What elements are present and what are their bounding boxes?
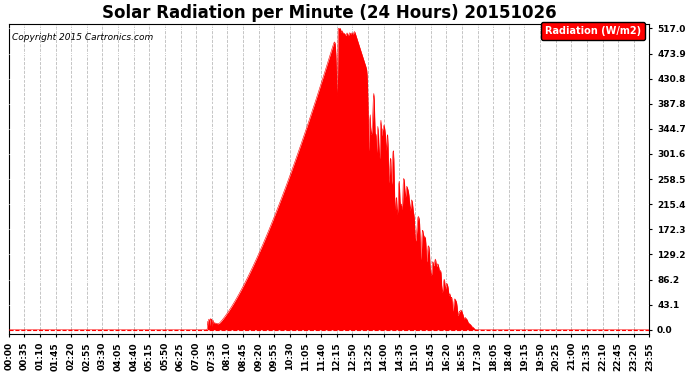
- Title: Solar Radiation per Minute (24 Hours) 20151026: Solar Radiation per Minute (24 Hours) 20…: [101, 4, 556, 22]
- Legend: Radiation (W/m2): Radiation (W/m2): [541, 22, 644, 40]
- Text: Copyright 2015 Cartronics.com: Copyright 2015 Cartronics.com: [12, 33, 153, 42]
